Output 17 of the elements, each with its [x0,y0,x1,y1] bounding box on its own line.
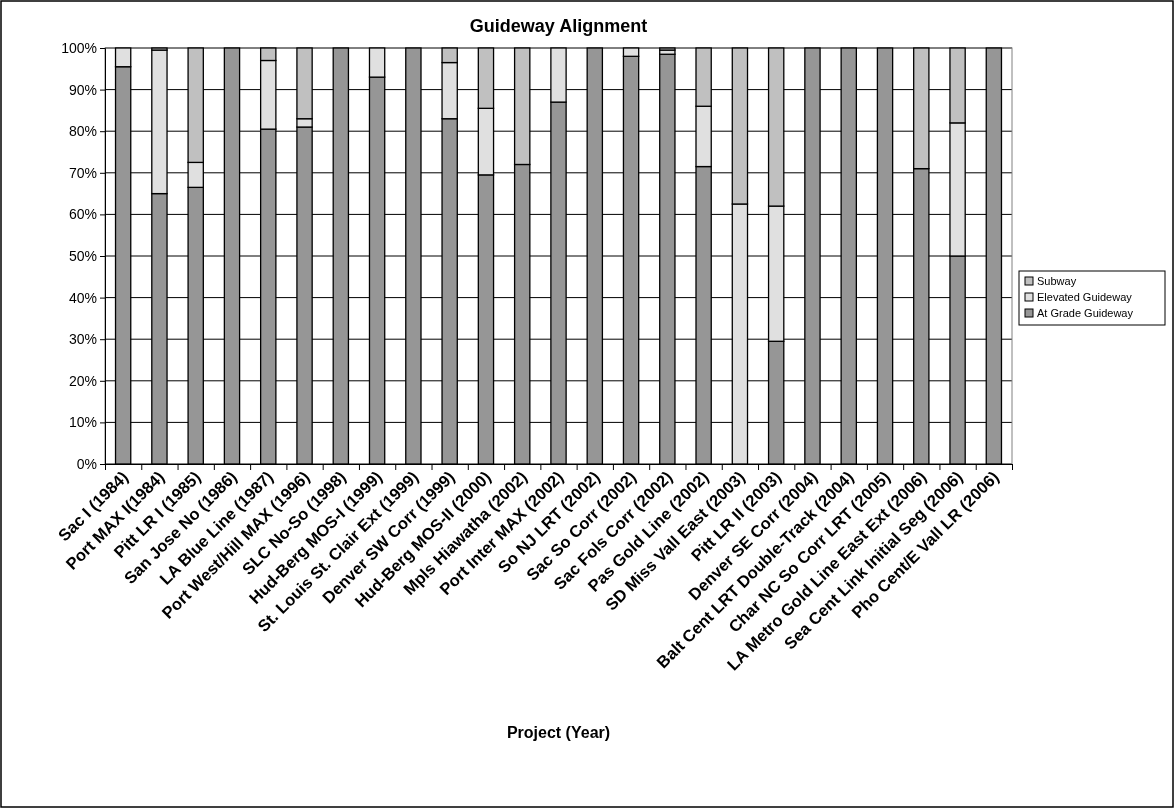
legend-label: Subway [1037,275,1077,287]
y-tick-label: 80% [68,123,97,140]
y-tick-label: 90% [68,81,97,98]
y-tick-label: 40% [68,289,97,306]
legend-label: Elevated Guideway [1037,291,1133,303]
chart-title: Guideway Alignment [469,16,648,36]
y-tick-label: 30% [68,331,97,348]
y-tick-label: 0% [76,455,97,472]
bar [659,47,676,51]
y-tick-label: 10% [68,414,97,431]
legend-label: At Grade Guideway [1037,307,1134,319]
y-tick-label: 50% [68,247,97,264]
y-tick-label: 20% [68,372,97,389]
y-tick-label: 100% [61,39,97,56]
x-axis-title: Project (Year) [506,724,611,741]
y-tick-label: 70% [68,164,97,181]
y-tick-label: 60% [68,206,97,223]
